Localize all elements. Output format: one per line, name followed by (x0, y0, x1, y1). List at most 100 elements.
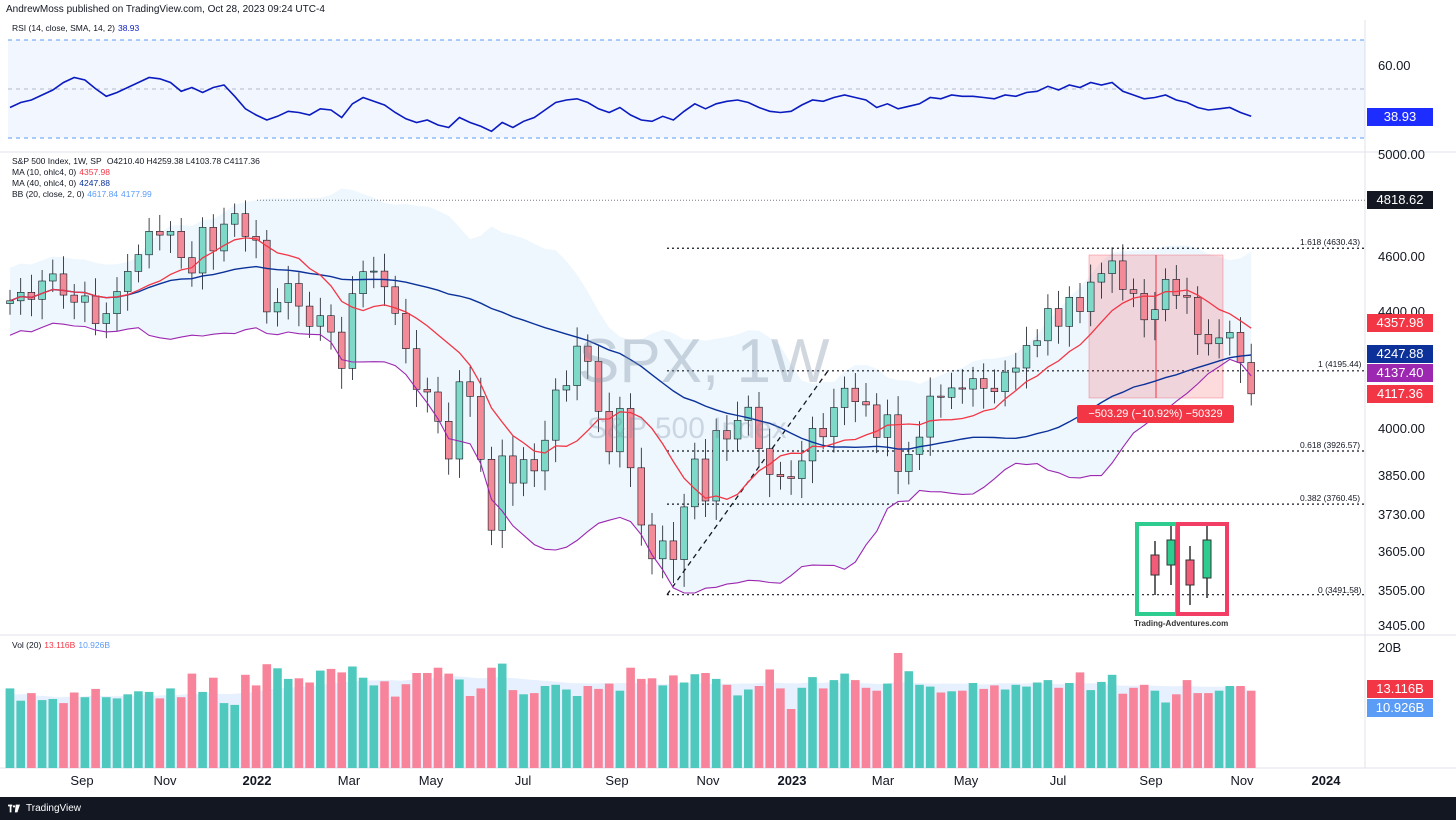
candle (434, 391, 442, 422)
fib-label-0382: 0.382 (3760.45) (1300, 493, 1361, 503)
candle (680, 506, 688, 560)
candle (1129, 289, 1138, 294)
candle (979, 378, 988, 389)
volume-bar (59, 703, 68, 768)
volume-bar (1075, 672, 1085, 768)
volume-bar (519, 694, 528, 769)
volume-bar (16, 700, 25, 768)
volume-bar (808, 677, 817, 768)
watermark-name: S&P 500 Index (587, 412, 787, 445)
candle (562, 385, 571, 391)
candle (1204, 334, 1213, 345)
time-axis-label: Sep (70, 773, 94, 788)
ma10-price-tag: 4357.98 (1367, 314, 1433, 332)
candle (669, 540, 678, 560)
candle (573, 345, 581, 386)
volume-axis-label: 20B (1378, 640, 1402, 655)
candle (862, 401, 870, 406)
volume-bar (144, 691, 154, 768)
candle (38, 280, 46, 300)
volume-bar (273, 668, 282, 768)
volume-bar (230, 704, 239, 768)
volume-legend-avg: 10.926B (78, 640, 111, 650)
volume-bar (872, 690, 881, 768)
candle (284, 283, 292, 303)
volume-bar (1204, 693, 1213, 768)
volume-bar (465, 696, 475, 768)
price-range-measure: −503.29 (−10.92%) −50329 (1077, 405, 1234, 423)
volume-bar (198, 691, 207, 768)
last-price-tag: 4117.36 (1367, 385, 1433, 403)
rsi-legend: RSI (14, close, SMA, 14, 2) 38.93 (12, 23, 139, 34)
candle (1087, 281, 1095, 312)
volume-bar (1193, 693, 1202, 768)
time-axis-label: 2023 (777, 773, 807, 788)
time-axis-label: May (953, 773, 979, 788)
volume-bar (241, 674, 250, 768)
time-axis-label: Jul (514, 773, 532, 788)
volume-bar (166, 688, 175, 768)
volume-bar (1097, 681, 1106, 768)
volume-bar (369, 685, 379, 768)
ma10-line (9, 237, 1252, 500)
volume-bar (669, 675, 678, 768)
candle (91, 295, 100, 324)
ma40-legend: MA (40, ohlc4, 0) 4247.88 (12, 178, 110, 189)
brand-text: Trading-Adventures.com (1134, 619, 1229, 628)
price-axis-label: 3605.00 (1378, 544, 1425, 559)
bollinger-band (10, 188, 1252, 593)
candle (391, 286, 399, 314)
candle (295, 283, 303, 307)
candle (498, 455, 506, 531)
candle (894, 414, 902, 472)
candle (541, 439, 549, 472)
candle (145, 231, 153, 256)
volume-bar (1054, 687, 1063, 768)
candle (1183, 294, 1191, 298)
volume-bar (594, 688, 603, 768)
candle (637, 467, 646, 526)
volume-bar (990, 685, 999, 768)
price-legend-title: S&P 500 Index, 1W, SP O4210.40 H4259.38 … (12, 156, 260, 167)
publish-header: AndrewMoss published on TradingView.com,… (0, 0, 1456, 20)
volume-bar (1225, 686, 1235, 768)
volume-bar (1000, 689, 1010, 768)
candle (584, 345, 592, 362)
volume-bar (134, 691, 143, 768)
time-axis-label: Mar (871, 773, 895, 788)
volume-bar (765, 669, 774, 768)
candle (444, 420, 453, 460)
candle (348, 293, 357, 369)
volume-bar (123, 694, 132, 769)
rsi-legend-label: RSI (14, close, SMA, 14, 2) (12, 23, 115, 33)
volume-bar (1107, 674, 1117, 768)
volume-bar (1172, 694, 1181, 769)
candle (1001, 371, 1009, 393)
candle (787, 476, 795, 479)
volume-bar (219, 703, 229, 768)
volume-bar (1246, 690, 1256, 768)
time-axis-label: May (418, 773, 444, 788)
volume-bar (283, 678, 293, 768)
candle (1172, 279, 1181, 296)
volume-bar (936, 692, 946, 768)
volume-bar (904, 671, 914, 768)
volume-bar (1032, 682, 1042, 768)
candle (1108, 260, 1116, 274)
candle (1022, 345, 1031, 369)
volume-bar (818, 688, 828, 768)
bb-legend: BB (20, close, 2, 0) 4617.84 4177.99 (12, 189, 152, 200)
candle (1065, 296, 1074, 327)
volume-bar (358, 677, 368, 768)
volume-bar (508, 690, 518, 768)
candle (851, 387, 860, 403)
volume-bar (412, 673, 421, 768)
volume-bar (80, 697, 90, 768)
volume-bar (1139, 684, 1149, 768)
symbol-title: S&P 500 Index, 1W, SP (12, 156, 102, 166)
volume-bar (851, 680, 860, 768)
candle (273, 302, 282, 313)
candle (1033, 340, 1041, 346)
volume-bar (1236, 686, 1245, 768)
